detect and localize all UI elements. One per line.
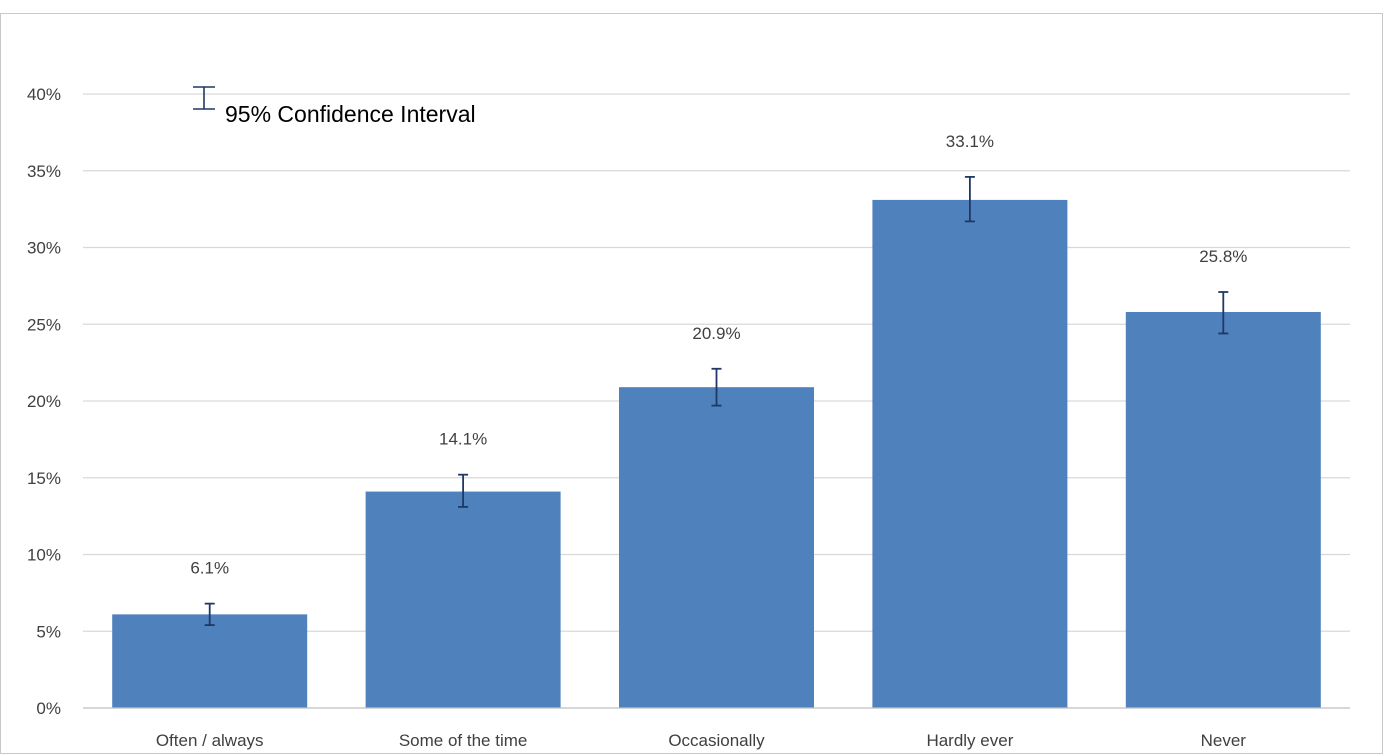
data-label: 33.1%	[946, 132, 994, 151]
error-bar	[204, 602, 215, 627]
bars	[112, 199, 1321, 709]
x-category-label: Some of the time	[399, 731, 528, 750]
y-tick-label: 5%	[36, 622, 61, 641]
error-bar-icon	[193, 86, 215, 110]
y-tick-label: 10%	[27, 546, 61, 565]
y-tick-label: 20%	[27, 392, 61, 411]
y-tick-label: 40%	[27, 85, 61, 104]
x-category-label: Hardly ever	[926, 731, 1013, 750]
bar	[1125, 311, 1321, 708]
error-bar	[1218, 291, 1229, 335]
error-bar	[711, 367, 722, 407]
error-bars	[204, 175, 1229, 627]
bar	[112, 614, 308, 708]
x-category-label: Often / always	[156, 731, 264, 750]
data-label: 14.1%	[439, 430, 487, 449]
data-labels: 6.1% 14.1% 20.9% 33.1% 25.8%	[190, 132, 1247, 578]
data-label: 6.1%	[190, 559, 229, 578]
data-label: 20.9%	[692, 324, 740, 343]
bar	[619, 387, 814, 708]
y-tick-label: 25%	[27, 315, 61, 334]
legend: 95% Confidence Interval	[193, 86, 476, 127]
x-axis-category-labels: Often / always Some of the time Occasional…	[156, 731, 1246, 750]
bar	[365, 491, 561, 708]
y-tick-label: 35%	[27, 162, 61, 181]
error-bar	[964, 175, 975, 223]
y-axis-tick-labels: 0% 5% 10% 15% 20% 25% 30% 35% 40%	[27, 85, 61, 718]
legend-label: 95% Confidence Interval	[225, 101, 476, 127]
x-category-label: Never	[1201, 731, 1247, 750]
data-label: 25.8%	[1199, 247, 1247, 266]
error-bar	[458, 473, 469, 508]
y-tick-label: 30%	[27, 239, 61, 258]
y-tick-label: 0%	[36, 699, 61, 718]
x-category-label: Occasionally	[668, 731, 765, 750]
bar	[872, 199, 1068, 709]
y-tick-label: 15%	[27, 469, 61, 488]
